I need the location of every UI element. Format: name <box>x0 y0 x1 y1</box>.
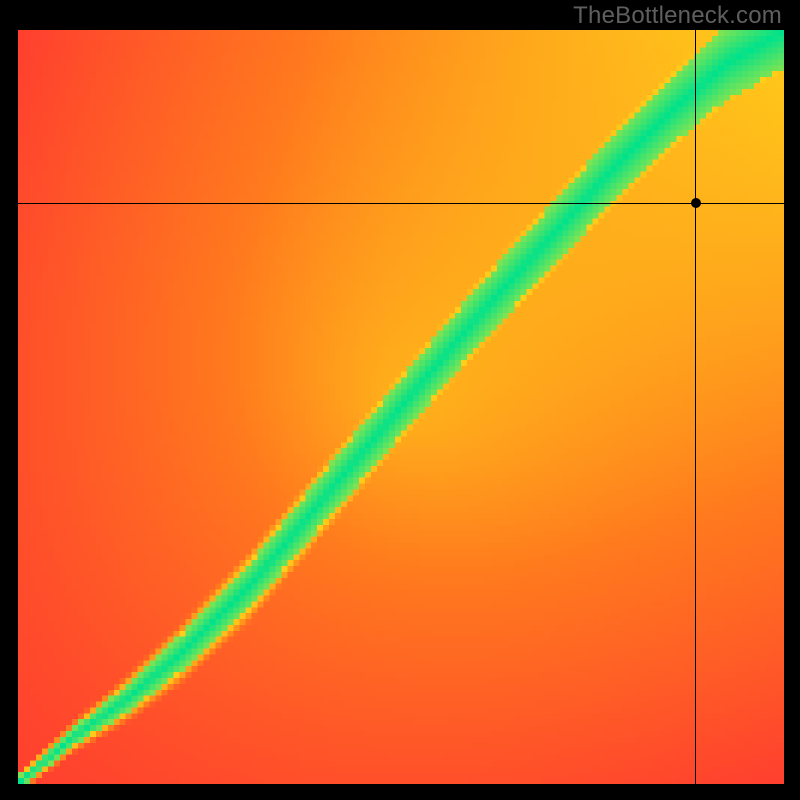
crosshair-vertical-line <box>695 30 696 784</box>
crosshair-marker-dot <box>691 198 701 208</box>
chart-container: TheBottleneck.com <box>0 0 800 800</box>
watermark-text: TheBottleneck.com <box>573 2 782 30</box>
crosshair-horizontal-line <box>18 203 784 204</box>
bottleneck-heatmap <box>18 30 784 784</box>
